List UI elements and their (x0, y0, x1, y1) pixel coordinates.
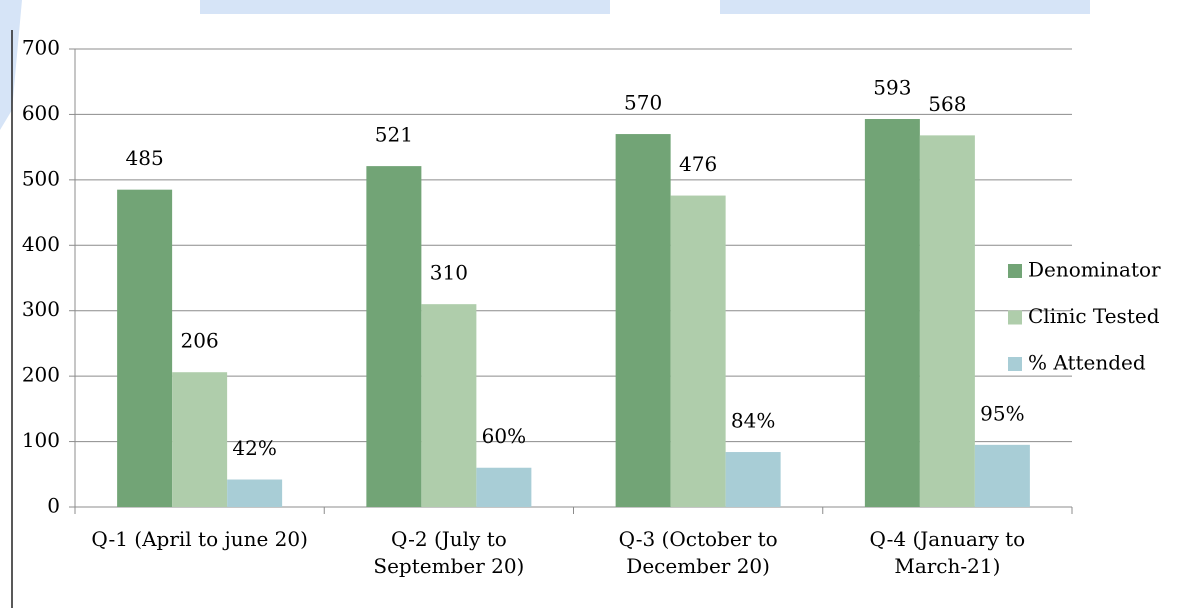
bar (172, 372, 228, 507)
y-tick-label: 0 (47, 494, 60, 518)
bar (919, 135, 975, 507)
bar (227, 479, 283, 507)
legend-swatch (1008, 310, 1022, 325)
legend-label: Clinic Tested (1028, 304, 1160, 328)
data-label: 570 (624, 91, 662, 115)
data-label: 310 (430, 261, 468, 285)
legend-label: Denominator (1028, 258, 1161, 282)
data-label: 593 (873, 76, 911, 100)
bar (670, 195, 726, 507)
x-tick-label: Q-1 (April to june 20) (91, 527, 308, 551)
decor (0, 0, 22, 130)
y-tick-label: 600 (22, 101, 60, 125)
bar (725, 452, 781, 507)
y-tick-label: 100 (22, 428, 60, 452)
bar (117, 189, 173, 507)
y-tick-label: 200 (22, 363, 60, 387)
data-label: 60% (482, 424, 526, 448)
data-label: 206 (181, 329, 219, 353)
bar (974, 444, 1030, 507)
y-tick-label: 300 (22, 297, 60, 321)
data-label: 42% (232, 436, 276, 460)
x-tick-label: Q-2 (July to September 20) (373, 527, 525, 578)
y-tick-label: 400 (22, 232, 60, 256)
legend-swatch (1008, 357, 1022, 371)
bar (864, 119, 920, 507)
y-tick-label: 500 (22, 166, 60, 190)
x-tick-label: Q-3 (October to December 20) (618, 527, 778, 578)
decor (200, 0, 610, 14)
x-tick-label: Q-4 (January to March-21) (869, 527, 1026, 578)
data-label: 521 (375, 123, 413, 147)
decor (720, 0, 1090, 14)
data-label: 95% (980, 401, 1024, 425)
legend-label: % Attended (1028, 351, 1146, 375)
data-label: 568 (928, 92, 966, 116)
y-tick-label: 700 (22, 36, 60, 60)
bar (421, 304, 477, 507)
data-label: 476 (679, 152, 717, 176)
data-label: 84% (731, 409, 775, 433)
bar (366, 166, 422, 508)
data-label: 485 (126, 146, 164, 170)
bar (476, 467, 532, 507)
bar (615, 134, 671, 508)
legend-swatch (1008, 264, 1022, 278)
